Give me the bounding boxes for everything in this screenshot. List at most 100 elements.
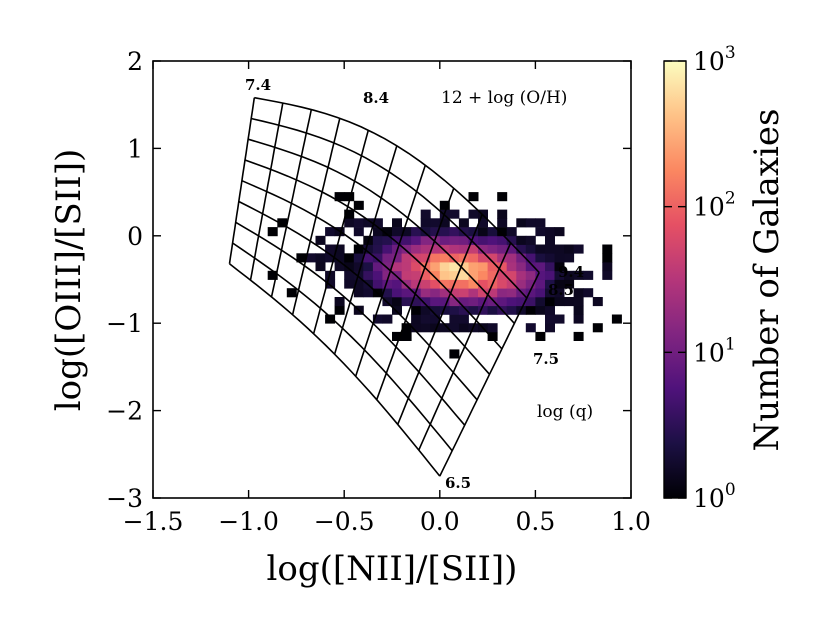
colorbar-tick-label: 103 [693,43,736,76]
heatmap-cell [573,288,584,298]
heatmap-cell [353,244,364,254]
heatmap-cell [363,253,374,263]
heatmap-cell [420,227,431,237]
photoionization-model-grid [228,96,540,477]
heatmap-cell [525,270,536,280]
heatmap-cell [468,192,479,202]
heatmap-cell [573,297,584,307]
heatmap-cell [525,323,536,333]
heatmap-cell [535,253,546,263]
heatmap-cell [420,323,431,333]
heatmap-cell [506,297,517,307]
heatmap-cell [420,297,431,307]
heatmap-cell [392,297,402,307]
heatmap-cell [545,270,555,280]
heatmap-cell [344,192,355,202]
heatmap-cell [602,244,613,254]
heatmap-cell [564,297,575,307]
heatmap-cell [535,244,546,254]
heatmap-cell [487,270,498,280]
heatmap-cell [487,288,498,298]
heatmap-cell [545,314,555,324]
heatmap-cell [487,323,498,333]
axis-ticks: −1.5 −1.0 −0.5 0.0 0.5 1.0 −3 −2 −1 0 1 2 [106,47,651,536]
heatmap-cell [478,235,488,245]
heatmap-cell [554,270,565,280]
heatmap-cell [325,227,336,237]
colorbar [663,60,687,499]
heatmap-cell [506,270,517,280]
heatmap-cell [420,314,431,324]
heatmap-cell [401,323,412,333]
heatmap-cell [525,305,536,315]
heatmap-cell [372,279,383,289]
x-tick-label: 1.0 [611,507,651,536]
heatmap-cell [344,218,355,228]
heatmap-cell [439,288,450,298]
heatmap-cell [430,262,441,272]
ionization-axis-label: log (q) [537,402,593,422]
heatmap-cell [516,244,527,254]
heatmap-cell [334,253,345,263]
heatmap-cell [468,297,479,307]
heatmap-cell [497,244,508,254]
heatmap-cell [573,305,584,315]
heatmap-cell [458,288,469,298]
y-tick-label: 1 [127,134,143,163]
heatmap-cell [583,270,594,280]
heatmap-cell [506,244,517,254]
heatmap-cell [478,227,488,237]
heatmap-cell [449,297,460,307]
heatmap-cell [506,227,517,237]
heatmap-cell [525,288,536,298]
heatmap-cell [554,227,565,237]
heatmap-cell [497,288,508,298]
heatmap-cell [392,227,402,237]
heatmap-cell [468,244,479,254]
heatmap-cell [267,227,278,237]
heatmap-cell [458,279,469,289]
heatmap-cell [430,253,441,263]
heatmap-cell [458,323,469,333]
heatmap-cell [439,323,450,333]
heatmap-cell [306,253,316,263]
heatmap-cell [602,262,613,272]
heatmap-cell [449,262,460,272]
heatmap-cell [382,227,393,237]
heatmap-cell [449,314,460,324]
heatmap-cell [468,279,479,289]
heatmap-cell [487,235,498,245]
heatmap-cell [372,262,383,272]
heatmap-cell [401,279,412,289]
heatmap-cell [602,253,613,263]
heatmap-cell [372,218,383,228]
colorbar-tick-label: 102 [693,189,736,222]
heatmap-cell [506,235,517,245]
heatmap-cell [277,218,288,228]
heatmap-cell [392,218,402,228]
heatmap-cell [564,253,575,263]
heatmap-cell [478,244,488,254]
heatmap-cell [353,200,364,210]
heatmap-cell [334,297,345,307]
heatmap-cell [439,270,450,280]
heatmap-cell [286,288,297,298]
heatmap-cell [411,262,422,272]
heatmap-cell [497,270,508,280]
heatmap-cell [372,253,383,263]
heatmap-cell [344,262,355,272]
heatmap-cell [535,297,546,307]
heatmap-cell [573,331,584,341]
heatmap-cell [411,253,422,263]
heatmap-cell [353,227,364,237]
heatmap-cell [363,262,374,272]
heatmap-cell [420,279,431,289]
heatmap-cell [535,227,546,237]
colorbar-tick-label: 100 [693,480,736,513]
heatmap-cell [372,314,383,324]
heatmap-cell [392,235,402,245]
heatmap-cell [516,218,527,228]
heatmap-cell [401,331,412,341]
heatmap-cell [401,262,412,272]
heatmap-cell [430,270,441,280]
